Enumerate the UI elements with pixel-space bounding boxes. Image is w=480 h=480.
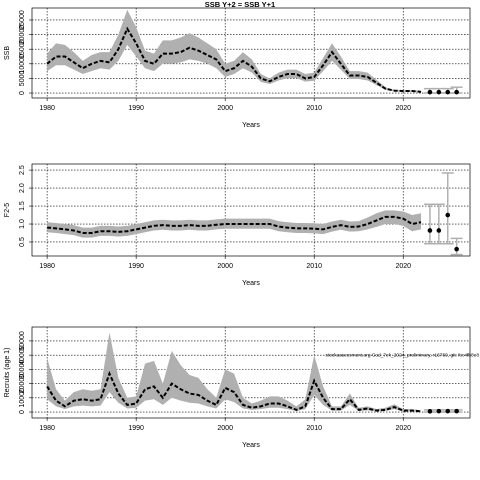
forecast-point xyxy=(436,89,442,95)
x-tick-label: 1990 xyxy=(128,425,144,432)
y-tick-label: 0 xyxy=(19,91,26,95)
y-tick-label: 0 xyxy=(19,410,26,414)
y-tick-label: 20000 xyxy=(19,374,26,394)
y-axis-label: Recruits (age 1) xyxy=(4,348,11,398)
forecast-point xyxy=(454,408,459,414)
plot-frame xyxy=(31,7,471,99)
y-tick-label: 2.0 xyxy=(19,183,26,193)
y-tick-label: 1.5 xyxy=(19,201,26,211)
x-tick-label: 2000 xyxy=(217,263,233,270)
x-tick-label: 2020 xyxy=(395,425,411,432)
y-axis-label: SSB xyxy=(4,46,11,60)
plot-frame xyxy=(31,163,471,257)
x-tick-label: 1980 xyxy=(39,105,55,112)
forecast-point xyxy=(445,89,451,95)
y-tick-label: 0.5 xyxy=(19,237,26,247)
x-axis-label: Years xyxy=(242,122,260,129)
x-tick-label: 1990 xyxy=(128,263,144,270)
y-tick-label: 40000 xyxy=(19,345,26,365)
forecast-point xyxy=(427,409,433,414)
y-tick-label: 5000 xyxy=(19,71,26,87)
y-tick-label: 50000 xyxy=(19,331,26,351)
x-axis-label: Years xyxy=(242,442,260,449)
x-tick-label: 2000 xyxy=(217,425,233,432)
plot-frame xyxy=(31,326,471,419)
estimate-line xyxy=(47,215,422,234)
annotation: stockassessment.org Cod_7ek_2024_prelimi… xyxy=(326,352,480,358)
x-tick-label: 2000 xyxy=(217,105,233,112)
confidence-band xyxy=(47,9,422,93)
x-tick-label: 2010 xyxy=(306,425,322,432)
x-tick-label: 1990 xyxy=(128,105,144,112)
x-tick-label: 2010 xyxy=(306,105,322,112)
y-tick-label: 2.5 xyxy=(19,165,26,175)
y-tick-label: 30000 xyxy=(19,360,26,380)
x-tick-label: 2020 xyxy=(395,105,411,112)
x-tick-label: 2020 xyxy=(395,263,411,270)
chart-title: SSB Y+2 = SSB Y+1 xyxy=(205,0,275,9)
y-tick-label: 10000 xyxy=(19,54,26,74)
estimate-line xyxy=(46,370,422,413)
y-tick-label: 25000 xyxy=(19,10,26,30)
x-tick-label: 1980 xyxy=(39,263,55,270)
forecast-point xyxy=(445,408,451,414)
forecast-point xyxy=(454,246,459,252)
forecast-point xyxy=(445,212,451,218)
confidence-band xyxy=(47,332,422,412)
forecast-point xyxy=(436,408,442,414)
y-tick-label: 15000 xyxy=(19,39,26,59)
y-axis-label: F2-5 xyxy=(4,203,11,218)
estimate-line xyxy=(46,26,422,93)
y-tick-label: 20000 xyxy=(19,25,26,45)
x-tick-label: 2010 xyxy=(306,263,322,270)
forecast-point xyxy=(427,89,433,95)
x-axis-label: Years xyxy=(242,280,260,287)
forecast-point xyxy=(427,228,433,233)
forecast-point xyxy=(454,89,459,95)
x-tick-label: 1980 xyxy=(39,425,55,432)
y-tick-label: 1.0 xyxy=(19,219,26,229)
y-tick-label: 10000 xyxy=(19,388,26,408)
forecast-point xyxy=(436,228,442,233)
